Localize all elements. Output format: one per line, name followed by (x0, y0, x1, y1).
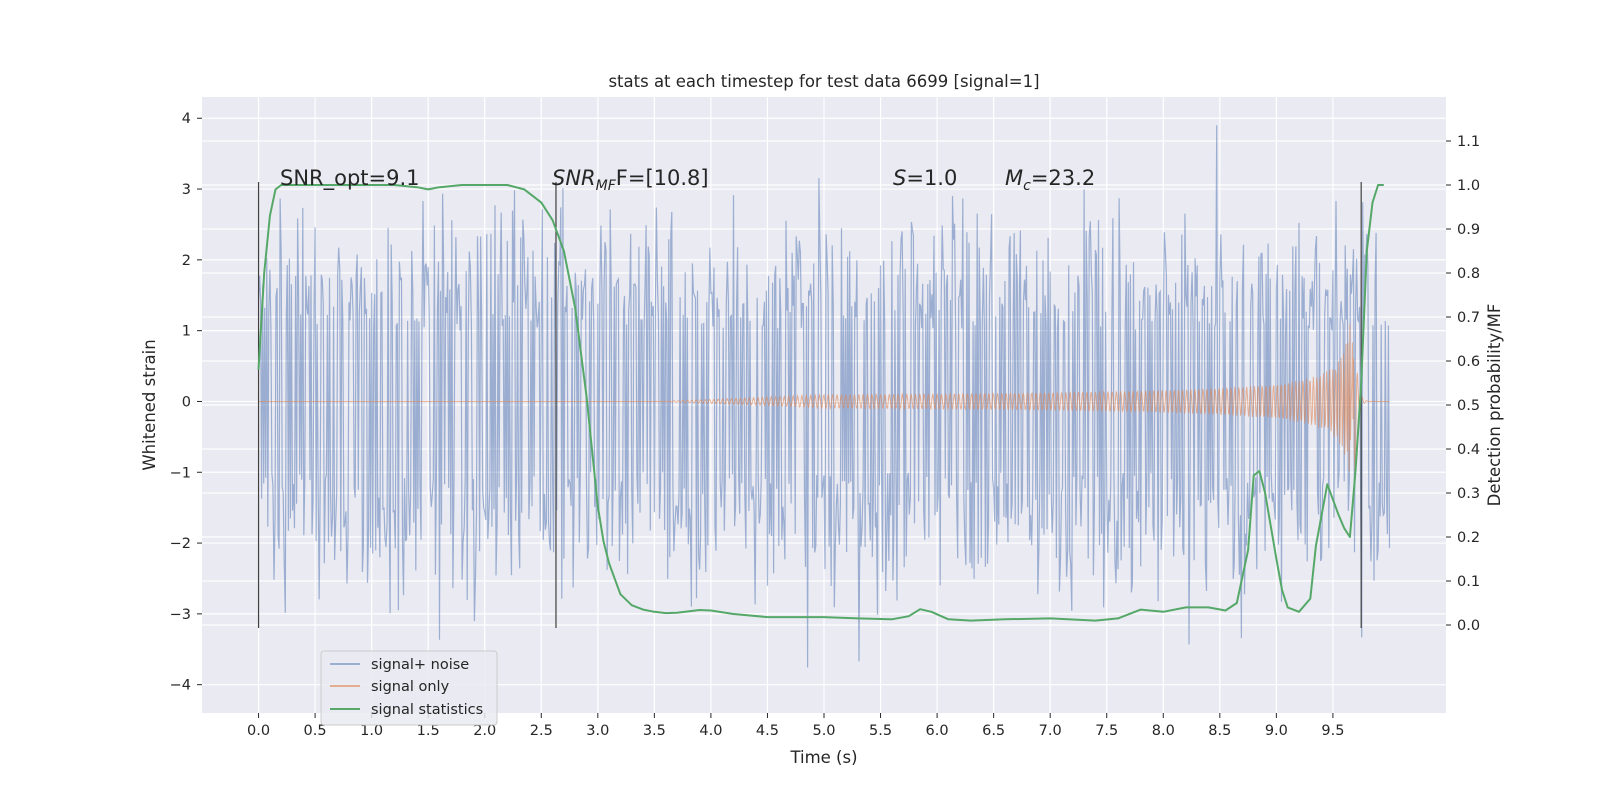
x-tick-label: 6.5 (982, 723, 1005, 739)
x-tick-label: 1.5 (417, 723, 440, 739)
x-tick-label: 6.0 (926, 723, 949, 739)
y2-tick-label: 1.0 (1457, 178, 1480, 194)
x-tick-label: 0.0 (247, 723, 270, 739)
x-tick-label: 5.5 (869, 723, 892, 739)
y2-tick-label: 0.9 (1457, 222, 1480, 238)
y2-tick-label: 0.0 (1457, 618, 1480, 634)
y-tick-label: 3 (182, 182, 191, 198)
x-tick-label: 9.0 (1265, 723, 1288, 739)
annotations: SNR_opt=9.1 SNRMFF=[10.8] S=1.0 Mc=23.2 (280, 166, 1095, 194)
y2-tick-label: 0.4 (1457, 442, 1480, 458)
x-tick-label: 3.0 (586, 723, 609, 739)
x-tick-label: 8.0 (1152, 723, 1175, 739)
annotation-mc: Mc=23.2 (1005, 166, 1095, 194)
x-axis-label: Time (s) (789, 748, 857, 767)
x-tick-label: 0.5 (304, 723, 327, 739)
grid (202, 97, 1446, 713)
series-signal-plus-noise (257, 125, 1391, 668)
x-tick-label: 8.5 (1208, 723, 1231, 739)
vertical-markers (257, 181, 1362, 629)
y2-tick-label: 0.1 (1457, 574, 1480, 590)
y-tick-label: −2 (170, 536, 191, 552)
chart-title: stats at each timestep for test data 669… (608, 72, 1039, 91)
y-axis-ticks: −4 −3 −2 −1 0 1 2 3 4 (170, 111, 202, 694)
legend-label-signal: signal only (371, 679, 450, 695)
y2-axis-ticks: 0.0 0.1 0.2 0.3 0.4 0.5 0.6 0.7 0.8 0.9 1.0 1.1 (1446, 134, 1480, 634)
y2-tick-label: 0.6 (1457, 354, 1480, 370)
annotation-snr-opt: SNR_opt=9.1 (280, 166, 420, 191)
x-tick-label: 4.0 (699, 723, 722, 739)
y2-tick-label: 0.2 (1457, 530, 1480, 546)
x-tick-label: 2.0 (473, 723, 496, 739)
annotation-snr-mf: SNRMFF=[10.8] (552, 166, 709, 194)
y-tick-label: −4 (170, 678, 191, 694)
y2-tick-label: 1.1 (1457, 134, 1480, 150)
x-tick-label: 9.5 (1321, 723, 1344, 739)
y-axis-label: Whitened strain (140, 339, 159, 470)
x-tick-label: 2.5 (530, 723, 553, 739)
x-axis-ticks: 0.0 0.5 1.0 1.5 2.0 2.5 3.0 3.5 4.0 4.5 5.0 5.5 6.0 6… (247, 713, 1344, 739)
legend-box (320, 650, 498, 726)
x-tick-label: 7.0 (1039, 723, 1062, 739)
y-tick-label: 1 (182, 324, 191, 340)
x-tick-label: 4.5 (756, 723, 779, 739)
y-tick-label: 0 (182, 394, 191, 410)
y2-axis-label: Detection probability/MF (1485, 304, 1504, 507)
legend: signal+ noise signal only signal statist… (320, 650, 498, 726)
y2-tick-label: 0.8 (1457, 266, 1480, 282)
legend-label-stats: signal statistics (371, 702, 483, 718)
series-signal-statistics (257, 184, 1384, 622)
y-tick-label: −3 (170, 607, 191, 623)
y2-tick-label: 0.5 (1457, 398, 1480, 414)
annotation-s: S=1.0 (893, 166, 957, 190)
y2-tick-label: 0.7 (1457, 310, 1480, 326)
y2-tick-label: 0.3 (1457, 486, 1480, 502)
x-tick-label: 1.0 (360, 723, 383, 739)
y-tick-label: −1 (170, 465, 191, 481)
y-tick-label: 4 (182, 111, 191, 127)
series-signal-only (258, 324, 1390, 477)
x-tick-label: 3.5 (643, 723, 666, 739)
noise-trace (257, 125, 1391, 668)
stats-line (257, 184, 1384, 622)
signal-trace (258, 324, 1390, 477)
x-tick-label: 5.0 (812, 723, 835, 739)
legend-label-noise: signal+ noise (371, 657, 469, 673)
x-tick-label: 7.5 (1095, 723, 1118, 739)
y-tick-label: 2 (182, 253, 191, 269)
